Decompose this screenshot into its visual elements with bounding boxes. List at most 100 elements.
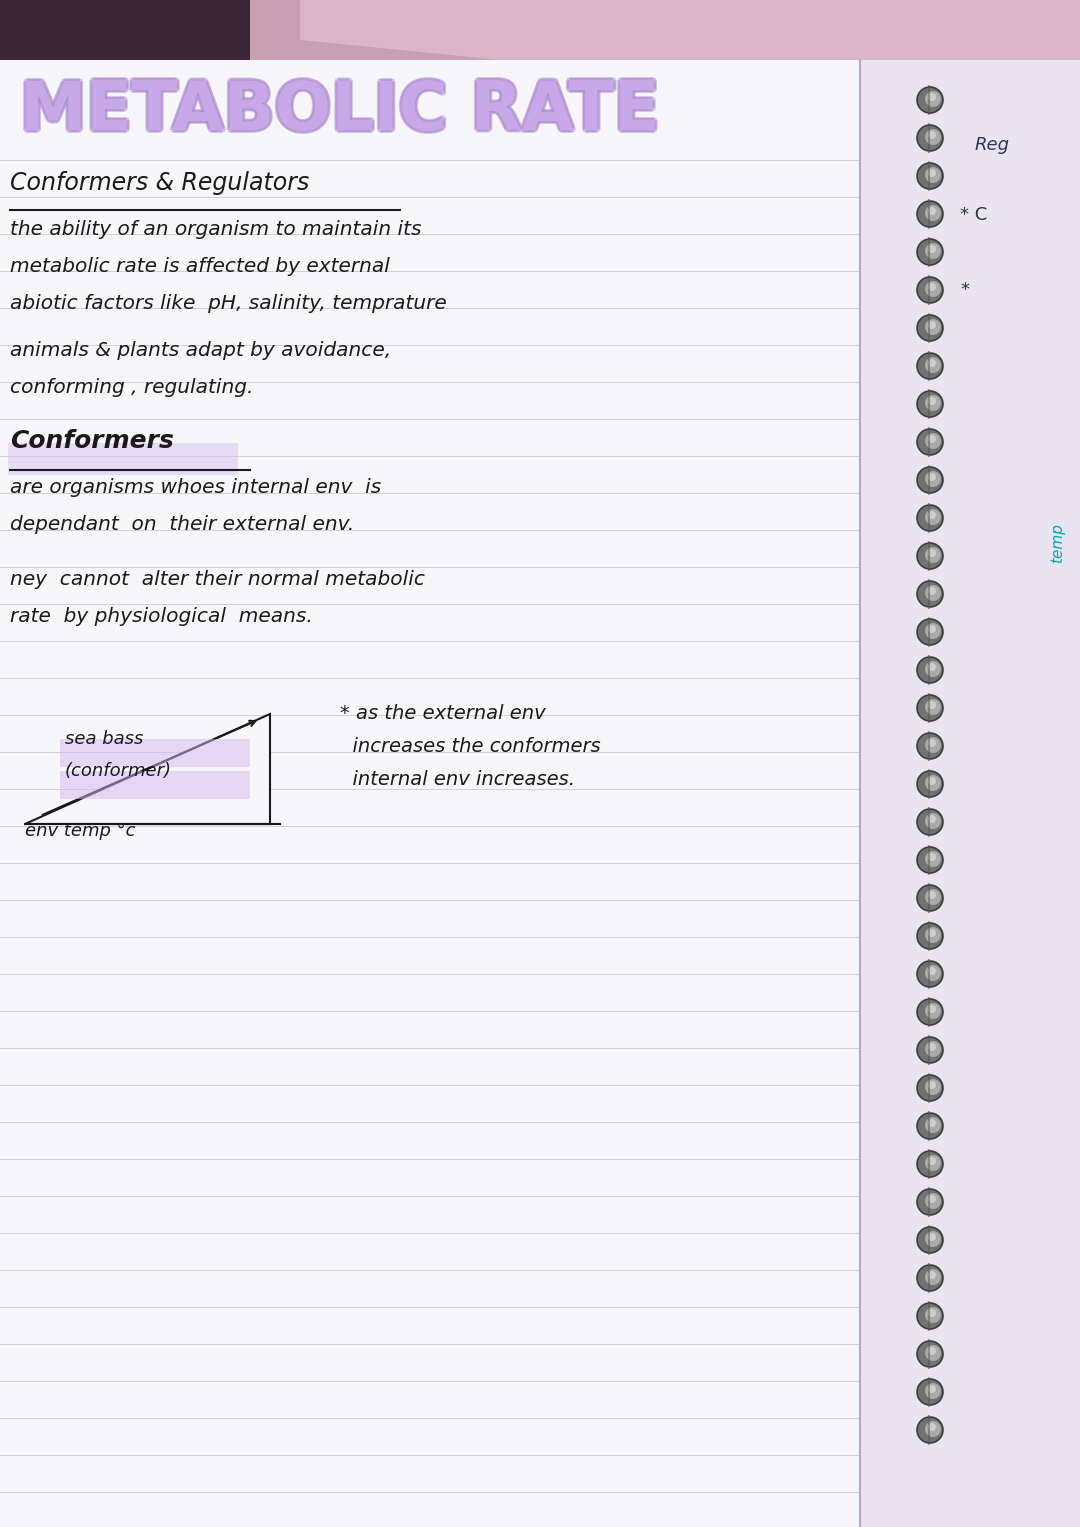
Circle shape [924, 889, 941, 906]
Circle shape [917, 999, 943, 1025]
Circle shape [924, 128, 941, 145]
Circle shape [928, 1119, 936, 1127]
Text: METABOLIC RATE: METABOLIC RATE [21, 81, 660, 147]
Circle shape [924, 738, 941, 753]
Text: METABOLIC RATE: METABOLIC RATE [17, 78, 657, 144]
Circle shape [924, 927, 941, 944]
Circle shape [924, 812, 941, 829]
Bar [860, 60, 1080, 1527]
Circle shape [924, 699, 941, 715]
Text: animals & plants adapt by avoidance,: animals & plants adapt by avoidance, [10, 341, 391, 360]
Circle shape [917, 886, 943, 912]
Circle shape [924, 547, 941, 563]
Circle shape [928, 359, 936, 366]
Circle shape [928, 815, 936, 823]
Circle shape [924, 965, 941, 980]
Circle shape [928, 512, 936, 519]
Circle shape [928, 473, 936, 481]
Circle shape [924, 776, 941, 791]
Text: * C: * C [960, 206, 987, 224]
Circle shape [924, 1154, 941, 1171]
Circle shape [924, 205, 941, 221]
Circle shape [917, 1151, 943, 1177]
Circle shape [928, 435, 936, 443]
Circle shape [917, 87, 943, 113]
Text: (conformer): (conformer) [65, 762, 172, 780]
Circle shape [924, 1307, 941, 1322]
Circle shape [928, 625, 936, 634]
Text: conforming , regulating.: conforming , regulating. [10, 379, 254, 397]
Text: increases the conformers: increases the conformers [340, 738, 600, 756]
Circle shape [917, 960, 943, 986]
Circle shape [917, 733, 943, 759]
Circle shape [924, 281, 941, 296]
Circle shape [917, 1037, 943, 1063]
Text: METABOLIC RATE: METABOLIC RATE [18, 79, 658, 147]
Circle shape [917, 1341, 943, 1367]
Circle shape [924, 661, 941, 676]
Circle shape [928, 208, 936, 215]
Circle shape [928, 93, 936, 101]
Bar [8, 443, 238, 475]
Circle shape [928, 1157, 936, 1165]
Circle shape [928, 169, 936, 177]
Circle shape [924, 1080, 941, 1095]
Circle shape [928, 586, 936, 596]
Text: rate  by physiological  means.: rate by physiological means. [10, 608, 313, 626]
Text: metabolic rate is affected by external: metabolic rate is affected by external [10, 257, 390, 276]
Circle shape [917, 771, 943, 797]
Circle shape [917, 1113, 943, 1139]
Circle shape [928, 701, 936, 709]
Circle shape [917, 163, 943, 189]
Polygon shape [0, 0, 300, 70]
Circle shape [928, 1270, 936, 1280]
Circle shape [917, 847, 943, 873]
Circle shape [917, 240, 943, 266]
Circle shape [928, 739, 936, 747]
Circle shape [924, 1383, 941, 1399]
Text: Conformers & Regulators: Conformers & Regulators [10, 171, 309, 195]
Bar [60, 739, 249, 767]
Circle shape [928, 1347, 936, 1354]
Circle shape [928, 1309, 936, 1316]
Text: ney  cannot  alter their normal metabolic: ney cannot alter their normal metabolic [10, 570, 426, 589]
Circle shape [924, 1345, 941, 1361]
Circle shape [928, 1005, 936, 1012]
Circle shape [917, 1264, 943, 1290]
Text: the ability of an organism to maintain its: the ability of an organism to maintain i… [10, 220, 421, 240]
Circle shape [924, 1193, 941, 1209]
Text: METABOLIC RATE: METABOLIC RATE [22, 76, 661, 142]
Circle shape [928, 1232, 936, 1241]
Circle shape [928, 928, 936, 938]
Circle shape [928, 777, 936, 785]
Circle shape [924, 166, 941, 183]
Circle shape [928, 550, 936, 557]
Circle shape [917, 391, 943, 417]
Circle shape [924, 585, 941, 602]
Circle shape [928, 321, 936, 328]
Polygon shape [249, 0, 1080, 121]
Circle shape [917, 505, 943, 531]
Text: Conformers: Conformers [10, 429, 174, 454]
Text: METABOLIC RATE: METABOLIC RATE [21, 75, 660, 140]
Circle shape [917, 657, 943, 683]
Circle shape [928, 244, 936, 253]
Text: * as the external env: * as the external env [340, 704, 545, 722]
Circle shape [917, 1228, 943, 1254]
Circle shape [917, 1417, 943, 1443]
Circle shape [917, 695, 943, 721]
Circle shape [928, 1196, 936, 1203]
Circle shape [917, 315, 943, 341]
Circle shape [924, 1003, 941, 1019]
Text: internal env increases.: internal env increases. [340, 770, 575, 789]
Text: METABOLIC RATE: METABOLIC RATE [23, 78, 662, 144]
Circle shape [924, 243, 941, 260]
Circle shape [924, 319, 941, 334]
Circle shape [917, 353, 943, 379]
Circle shape [928, 663, 936, 670]
Text: env temp °c: env temp °c [25, 822, 135, 840]
Circle shape [928, 282, 936, 292]
Text: *: * [960, 281, 969, 299]
Circle shape [924, 1041, 941, 1057]
Circle shape [917, 922, 943, 948]
